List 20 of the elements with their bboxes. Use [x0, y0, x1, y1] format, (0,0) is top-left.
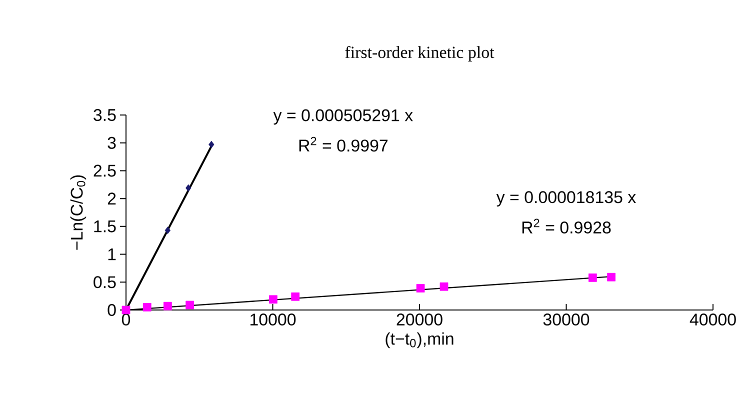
annotation: y = 0.000505291 x: [273, 109, 413, 125]
x-tick-label: 30000: [543, 314, 590, 326]
annotation: R$^{2}$ = 0.9928: [522, 218, 611, 234]
x-tick-label: 10000: [250, 314, 296, 326]
y-tick-label: 2: [108, 192, 116, 204]
y-tick-label: 0.5: [94, 276, 116, 288]
y-tick-label: 1.5: [94, 220, 116, 232]
y-axis-title: −Ln(C/C$_{0}$): [70, 175, 86, 250]
y-tick-label: 0: [108, 304, 116, 316]
x-tick-label: 40000: [690, 314, 736, 326]
x-tick-label: 20000: [396, 314, 442, 326]
y-tick-label: 2.5: [94, 164, 116, 177]
annotation: y = 0.000018135 x: [496, 191, 636, 207]
x-tick-label: 0: [122, 314, 130, 326]
y-tick-label: 1: [108, 248, 116, 260]
chart-title: first-order kinetic plot: [345, 46, 494, 62]
annotation: R$^{2}$ = 0.9997: [299, 136, 388, 152]
y-tick-label: 3.5: [94, 109, 116, 122]
y-tick-label: 3: [108, 136, 116, 149]
x-axis-title: (t−t$_{0}$),min: [386, 332, 454, 348]
